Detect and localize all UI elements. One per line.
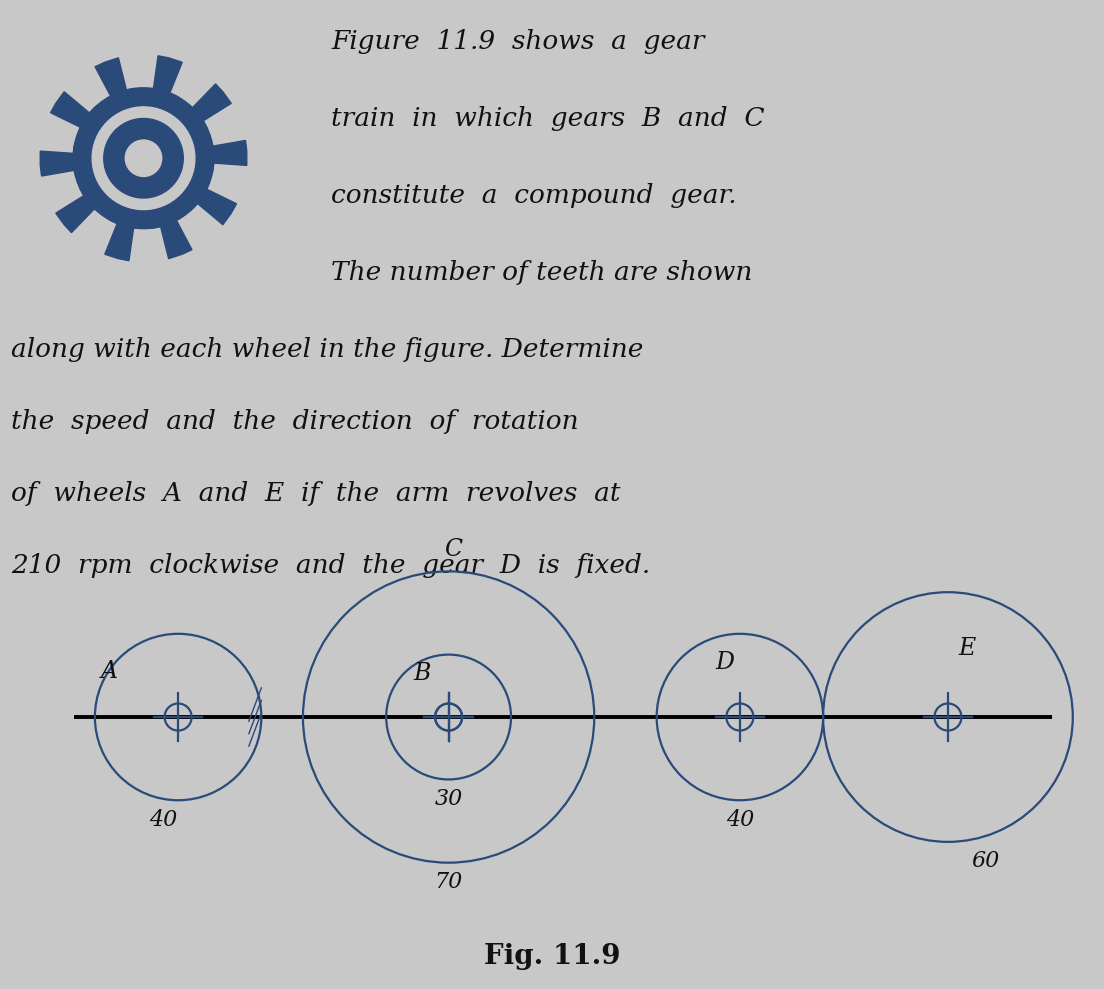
Text: 40: 40 — [725, 809, 754, 831]
Text: 30: 30 — [435, 788, 463, 810]
Text: Fig. 11.9: Fig. 11.9 — [484, 943, 620, 970]
Circle shape — [104, 119, 183, 198]
Text: 60: 60 — [972, 851, 999, 872]
Text: E: E — [958, 637, 976, 660]
Polygon shape — [40, 55, 247, 261]
Text: train  in  which  gears  B  and  C: train in which gears B and C — [331, 106, 765, 131]
Text: along with each wheel in the figure. Determine: along with each wheel in the figure. Det… — [11, 337, 644, 362]
Text: B: B — [413, 662, 431, 684]
Text: constitute  a  compound  gear.: constitute a compound gear. — [331, 183, 736, 208]
Text: A: A — [102, 660, 118, 682]
Text: The number of teeth are shown: The number of teeth are shown — [331, 260, 753, 285]
Circle shape — [73, 88, 214, 228]
Text: 40: 40 — [149, 809, 178, 831]
Text: 210  rpm  clockwise  and  the  gear  D  is  fixed.: 210 rpm clockwise and the gear D is fixe… — [11, 553, 650, 579]
Text: 70: 70 — [435, 871, 463, 893]
Text: D: D — [715, 652, 734, 674]
Text: the  speed  and  the  direction  of  rotation: the speed and the direction of rotation — [11, 409, 578, 434]
Text: of  wheels  A  and  E  if  the  arm  revolves  at: of wheels A and E if the arm revolves at — [11, 482, 620, 506]
Circle shape — [125, 140, 161, 176]
Circle shape — [92, 107, 194, 210]
Text: Figure  11.9  shows  a  gear: Figure 11.9 shows a gear — [331, 29, 704, 53]
Text: C: C — [444, 538, 461, 561]
